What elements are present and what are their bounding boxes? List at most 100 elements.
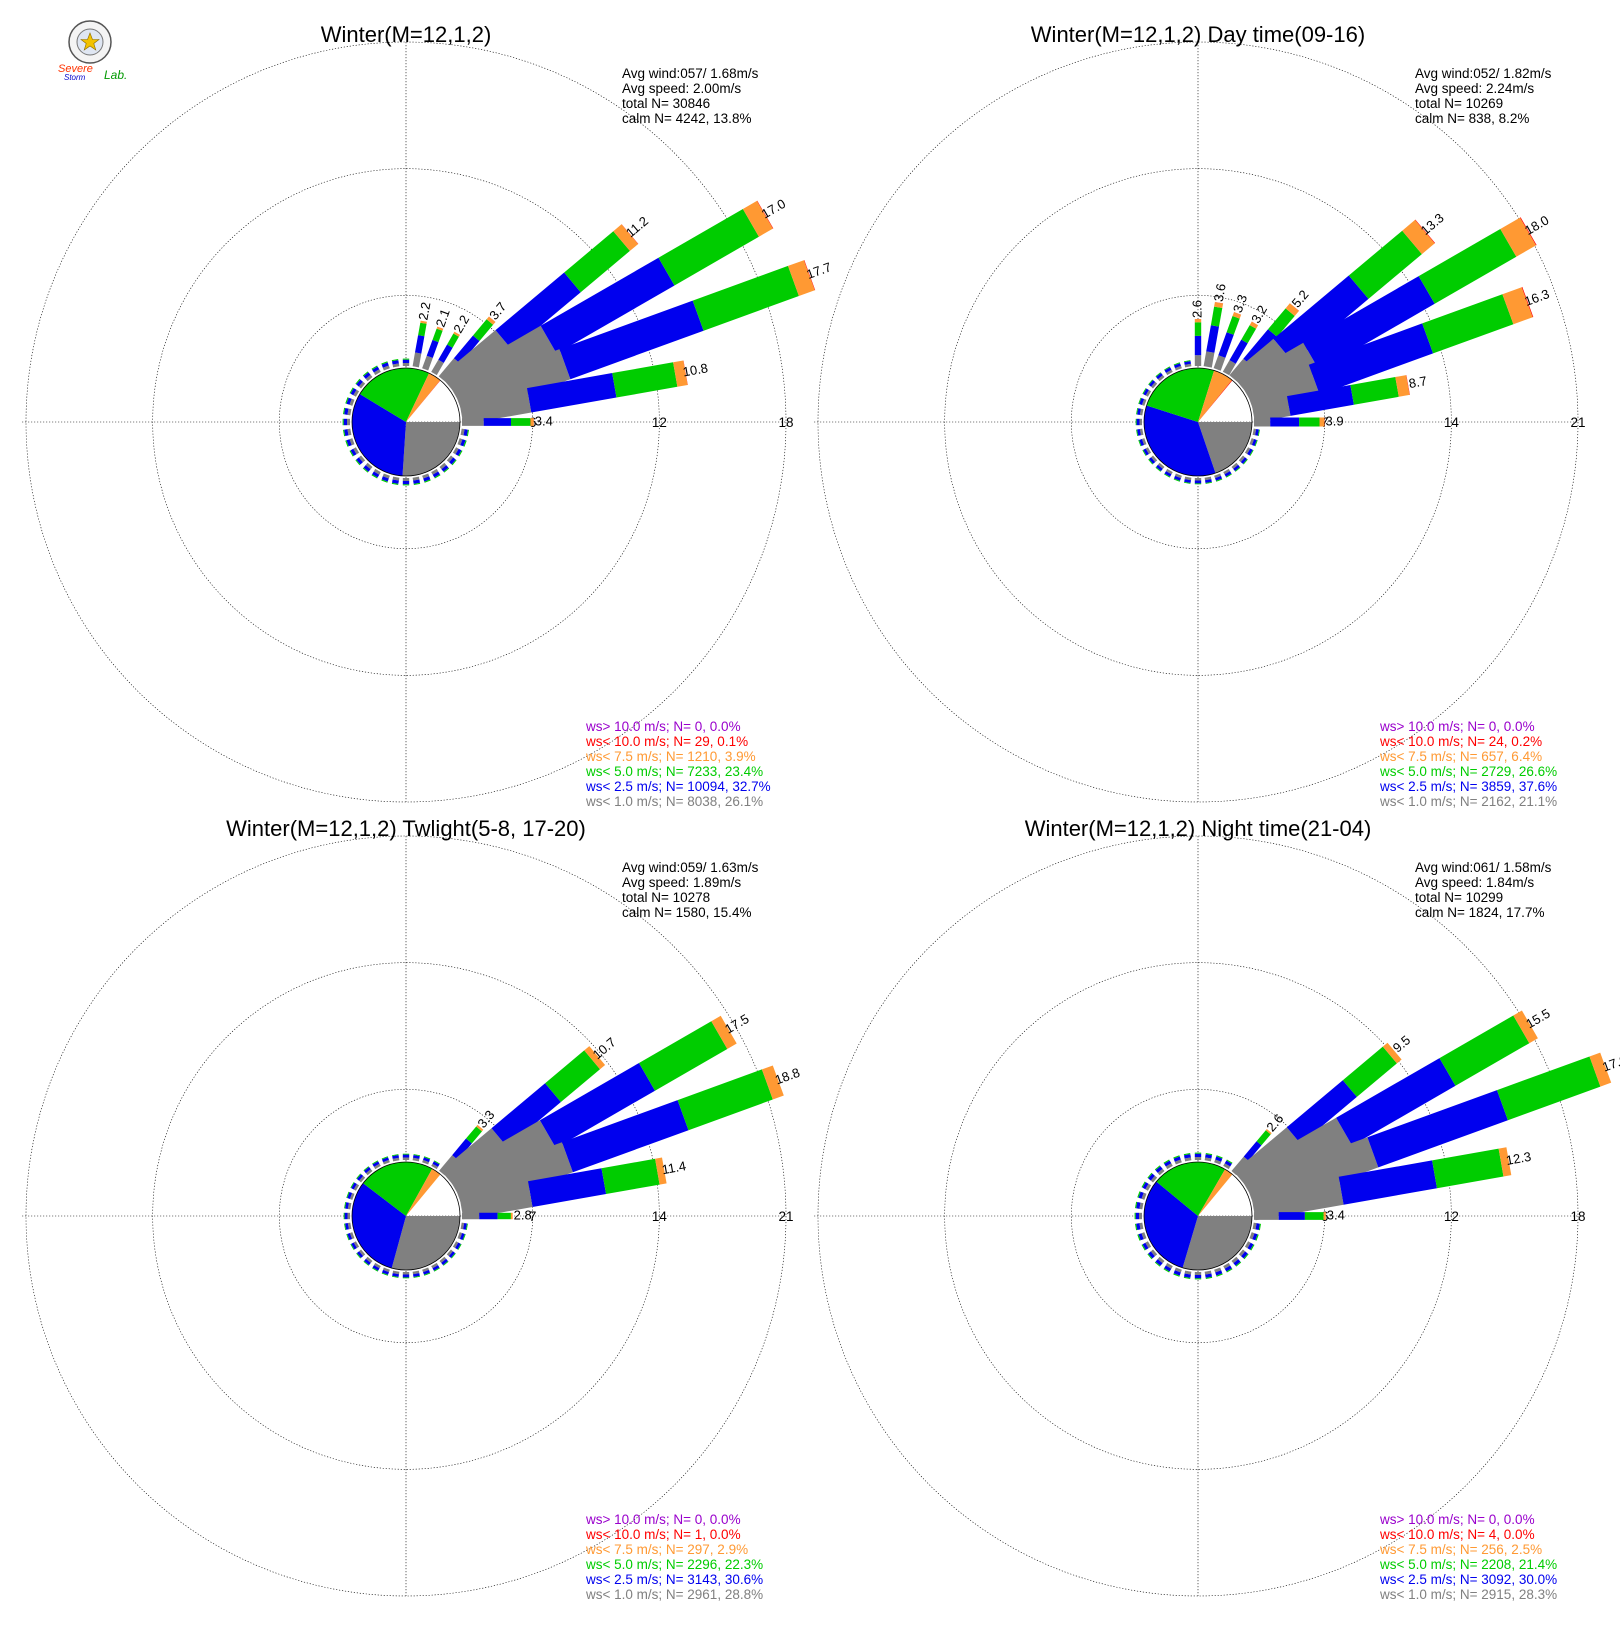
stat-line: calm N= 4242, 13.8% xyxy=(622,111,751,126)
center-pie-slice xyxy=(403,422,461,476)
wind-bar-segment xyxy=(530,418,533,426)
stat-line: Avg speed: 2.24m/s xyxy=(1415,81,1534,96)
wind-bar-segment xyxy=(1227,316,1240,335)
sector-total-label: 3.6 xyxy=(1211,282,1229,302)
sector-total-label: 8.7 xyxy=(1408,373,1428,391)
legend-entry: ws< 2.5 m/s; N= 3092, 30.0% xyxy=(1379,1572,1557,1587)
wind-bar-segment xyxy=(343,419,344,425)
wind-bar-segment xyxy=(403,360,409,363)
sector-total-label: 3.4 xyxy=(535,413,553,428)
sector-total-label: 17.9 xyxy=(1600,1052,1620,1075)
wind-bar-segment xyxy=(462,418,484,426)
wind-bar-segment xyxy=(639,1021,727,1090)
wind-bar-segment xyxy=(1241,325,1256,343)
legend-entry: ws< 1.0 m/s; N= 8038, 26.1% xyxy=(585,794,763,809)
wind-bar-segment xyxy=(602,1159,660,1194)
windrose-panel-1: Winter(M=12,1,2)61218Avg wind:057/ 1.68m… xyxy=(22,22,833,809)
sector-total-label: 17.7 xyxy=(804,259,833,282)
legend-entry: ws< 10.0 m/s; N= 29, 0.1% xyxy=(585,734,748,749)
stat-line: Avg speed: 1.89m/s xyxy=(622,875,741,890)
sector-total-label: 2.2 xyxy=(415,301,433,321)
legend-entry: ws< 5.0 m/s; N= 2208, 21.4% xyxy=(1379,1557,1557,1572)
legend-entry: ws< 5.0 m/s; N= 2296, 22.3% xyxy=(585,1557,763,1572)
wind-bar-segment xyxy=(403,1158,409,1161)
wind-bar-segment xyxy=(462,1213,479,1219)
radial-tick-label: 18 xyxy=(778,415,793,430)
wind-bar-segment xyxy=(1350,377,1398,405)
wind-bar-segment xyxy=(1214,355,1226,371)
wind-bar-segment xyxy=(1432,1149,1503,1189)
wind-bar-segment xyxy=(1195,1154,1201,1157)
legend-entry: ws< 10.0 m/s; N= 4, 0.0% xyxy=(1379,1527,1535,1542)
wind-bar-segment xyxy=(403,1272,409,1275)
legend-entry: ws> 10.0 m/s; N= 0, 0.0% xyxy=(585,1512,741,1527)
legend-entry: ws< 1.0 m/s; N= 2915, 28.3% xyxy=(1379,1587,1557,1602)
wind-bar-segment xyxy=(1211,307,1222,327)
wind-bar-segment xyxy=(1419,229,1517,304)
legend-entry: ws< 5.0 m/s; N= 7233, 23.4% xyxy=(585,764,763,779)
wind-bar-segment xyxy=(1305,1212,1324,1220)
wind-bar-segment xyxy=(479,1213,497,1219)
wind-bar-segment xyxy=(484,418,511,426)
panel-title: Winter(M=12,1,2) Twlight(5-8, 17-20) xyxy=(226,816,586,841)
sector-total-label: 2.1 xyxy=(433,307,453,329)
wind-bar-segment xyxy=(511,418,530,426)
radial-tick-label: 14 xyxy=(1444,415,1460,430)
panel-title: Winter(M=12,1,2) xyxy=(321,22,492,47)
wind-bar-segment xyxy=(418,323,427,337)
wind-bar-segment xyxy=(344,419,347,425)
radial-tick-label: 18 xyxy=(1570,1209,1585,1224)
wind-bar-segment xyxy=(693,266,799,331)
wind-bar-segment xyxy=(511,1213,513,1219)
wind-bar-segment xyxy=(1195,355,1201,366)
legend-entry: ws< 10.0 m/s; N= 24, 0.2% xyxy=(1379,734,1542,749)
wind-bar-segment xyxy=(1195,1278,1201,1279)
legend-entry: ws> 10.0 m/s; N= 0, 0.0% xyxy=(1379,719,1535,734)
sector-total-label: 3.4 xyxy=(1327,1207,1345,1222)
wind-bar-segment xyxy=(1195,1275,1201,1278)
windrose-panels: Winter(M=12,1,2)61218Avg wind:057/ 1.68m… xyxy=(22,22,1620,1602)
wind-bar-segment xyxy=(403,1277,409,1278)
sector-total-label: 3.3 xyxy=(1230,292,1250,314)
wind-bar-segment xyxy=(403,1154,409,1155)
wind-bar-segment xyxy=(413,352,422,367)
radial-tick-label: 12 xyxy=(652,415,667,430)
logo-text-storm: Storm xyxy=(64,73,86,82)
wind-bar-segment xyxy=(1254,1212,1279,1220)
wind-bar-segment xyxy=(1195,322,1201,336)
panel-title: Winter(M=12,1,2) Day time(09-16) xyxy=(1031,22,1365,47)
legend-entry: ws< 7.5 m/s; N= 256, 2.5% xyxy=(1379,1542,1542,1557)
wind-bar-segment xyxy=(403,481,409,484)
sector-total-label: 3.9 xyxy=(1326,413,1344,428)
legend-entry: ws< 7.5 m/s; N= 1210, 3.9% xyxy=(585,749,756,764)
wind-bar-segment xyxy=(678,1069,773,1130)
logo-text-lab: Lab. xyxy=(104,68,127,82)
sector-total-label: 15.5 xyxy=(1523,1006,1552,1032)
wind-bar-segment xyxy=(1195,1272,1201,1275)
wind-bar-segment xyxy=(433,329,443,343)
legend-entry: ws< 10.0 m/s; N= 1, 0.0% xyxy=(585,1527,741,1542)
legend-entry: ws> 10.0 m/s; N= 0, 0.0% xyxy=(585,719,741,734)
stat-line: calm N= 1580, 15.4% xyxy=(622,905,751,920)
wind-bar-segment xyxy=(415,335,424,354)
legend-entry: ws< 2.5 m/s; N= 10094, 32.7% xyxy=(585,779,771,794)
wind-bar-segment xyxy=(1279,1212,1305,1220)
sector-total-label: 2.8 xyxy=(514,1207,532,1222)
stat-line: calm N= 1824, 17.7% xyxy=(1415,905,1544,920)
wind-bar-segment xyxy=(403,363,409,366)
stat-line: total N= 10269 xyxy=(1415,96,1503,111)
wind-bar-segment xyxy=(1299,418,1319,427)
wind-bar-segment xyxy=(348,1213,351,1219)
windrose-panel-4: Winter(M=12,1,2) Night time(21-04)61218A… xyxy=(814,816,1620,1602)
legend-entry: ws> 10.0 m/s; N= 0, 0.0% xyxy=(1379,1512,1535,1527)
wind-bar-segment xyxy=(345,1213,348,1219)
stat-line: total N= 10299 xyxy=(1415,890,1503,905)
legend-entry: ws< 7.5 m/s; N= 297, 2.9% xyxy=(585,1542,748,1557)
wind-bar-segment xyxy=(1136,419,1137,425)
wind-bar-segment xyxy=(403,478,409,481)
wind-bar-segment xyxy=(427,340,439,358)
wind-bar-segment xyxy=(1136,1213,1139,1219)
wind-bar-segment xyxy=(1195,1157,1201,1160)
sector-total-label: 11.4 xyxy=(661,1158,688,1177)
